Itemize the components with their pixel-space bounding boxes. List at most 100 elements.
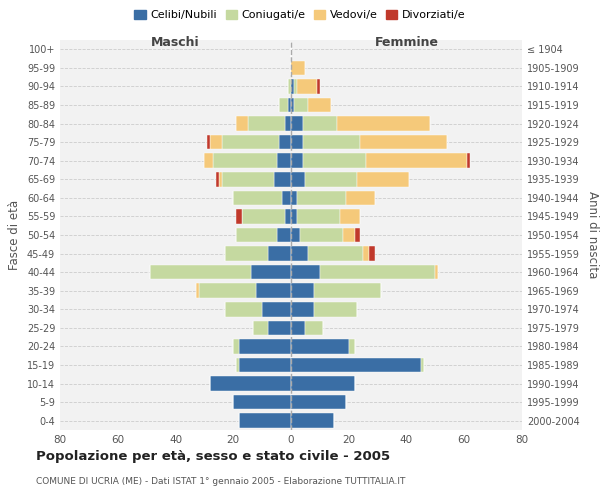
Bar [291, 79, 294, 94]
Bar [291, 358, 421, 372]
Bar [320, 265, 436, 280]
Bar [421, 358, 424, 372]
Bar [291, 376, 355, 391]
Bar [199, 284, 256, 298]
Bar [358, 172, 409, 186]
Bar [248, 116, 285, 131]
Bar [216, 172, 219, 186]
Bar [219, 172, 222, 186]
Bar [317, 79, 320, 94]
Bar [467, 154, 470, 168]
Bar [308, 98, 331, 112]
Bar [291, 395, 346, 409]
Bar [291, 190, 297, 205]
Bar [302, 135, 360, 150]
Bar [149, 265, 251, 280]
Bar [251, 265, 291, 280]
Bar [283, 190, 291, 205]
Bar [210, 135, 222, 150]
Bar [277, 228, 291, 242]
Text: Popolazione per età, sesso e stato civile - 2005: Popolazione per età, sesso e stato civil… [36, 450, 390, 463]
Bar [207, 135, 210, 150]
Legend: Celibi/Nubili, Coniugati/e, Vedovi/e, Divorziati/e: Celibi/Nubili, Coniugati/e, Vedovi/e, Di… [130, 6, 470, 25]
Bar [277, 154, 291, 168]
Bar [314, 302, 358, 316]
Bar [236, 228, 277, 242]
Bar [302, 154, 366, 168]
Bar [291, 116, 302, 131]
Bar [337, 116, 430, 131]
Bar [224, 302, 262, 316]
Bar [346, 190, 375, 205]
Bar [291, 320, 305, 335]
Bar [291, 246, 308, 261]
Bar [210, 376, 291, 391]
Bar [340, 209, 360, 224]
Bar [233, 190, 283, 205]
Bar [280, 135, 291, 150]
Bar [285, 116, 291, 131]
Bar [294, 98, 308, 112]
Bar [305, 172, 358, 186]
Bar [291, 60, 305, 75]
Bar [242, 209, 285, 224]
Bar [253, 320, 268, 335]
Bar [302, 116, 337, 131]
Bar [343, 228, 355, 242]
Bar [268, 246, 291, 261]
Bar [236, 358, 239, 372]
Bar [291, 98, 294, 112]
Bar [224, 246, 268, 261]
Bar [236, 209, 242, 224]
Bar [233, 395, 291, 409]
Bar [222, 135, 280, 150]
Bar [297, 79, 317, 94]
Bar [268, 320, 291, 335]
Bar [233, 339, 239, 353]
Bar [280, 98, 288, 112]
Text: Maschi: Maschi [151, 36, 200, 50]
Bar [291, 135, 302, 150]
Bar [305, 320, 323, 335]
Y-axis label: Anni di nascita: Anni di nascita [586, 192, 599, 278]
Bar [297, 190, 346, 205]
Bar [239, 414, 291, 428]
Bar [291, 339, 349, 353]
Bar [436, 265, 438, 280]
Bar [291, 302, 314, 316]
Text: Femmine: Femmine [374, 36, 439, 50]
Bar [288, 79, 291, 94]
Bar [288, 98, 291, 112]
Y-axis label: Fasce di età: Fasce di età [8, 200, 21, 270]
Bar [213, 154, 277, 168]
Bar [291, 209, 297, 224]
Text: COMUNE DI UCRIA (ME) - Dati ISTAT 1° gennaio 2005 - Elaborazione TUTTITALIA.IT: COMUNE DI UCRIA (ME) - Dati ISTAT 1° gen… [36, 478, 406, 486]
Bar [239, 358, 291, 372]
Bar [363, 246, 369, 261]
Bar [360, 135, 447, 150]
Bar [274, 172, 291, 186]
Bar [291, 414, 334, 428]
Bar [366, 154, 467, 168]
Bar [314, 284, 380, 298]
Bar [291, 154, 302, 168]
Bar [369, 246, 375, 261]
Bar [196, 284, 199, 298]
Bar [308, 246, 363, 261]
Bar [291, 265, 320, 280]
Bar [205, 154, 213, 168]
Bar [294, 79, 297, 94]
Bar [291, 284, 314, 298]
Bar [355, 228, 360, 242]
Bar [299, 228, 343, 242]
Bar [297, 209, 340, 224]
Bar [291, 172, 305, 186]
Bar [222, 172, 274, 186]
Bar [256, 284, 291, 298]
Bar [291, 228, 299, 242]
Bar [262, 302, 291, 316]
Bar [285, 209, 291, 224]
Bar [239, 339, 291, 353]
Bar [349, 339, 355, 353]
Bar [236, 116, 248, 131]
